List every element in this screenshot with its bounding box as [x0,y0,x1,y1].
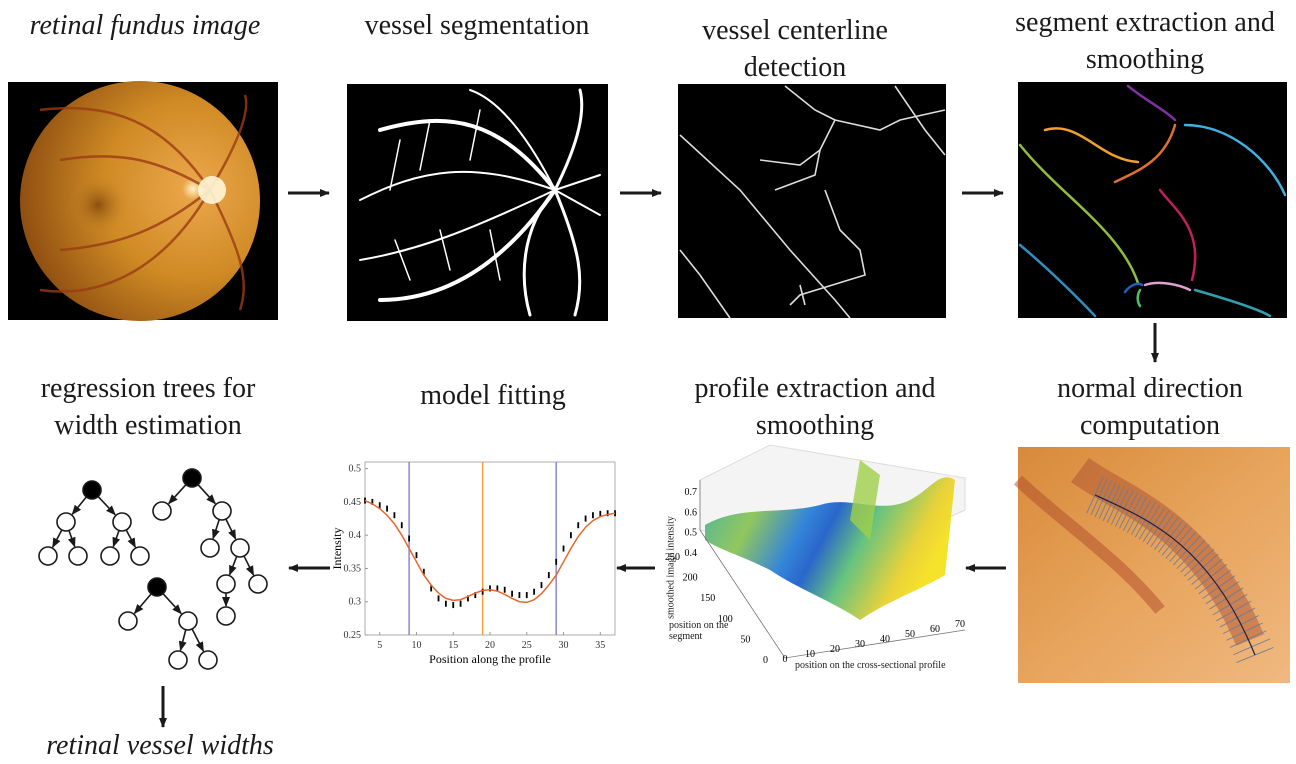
x-tick-label: 15 [448,640,458,651]
tree-edge [69,530,75,546]
fit-plot: 0.25 0.3 0.35 0.4 0.45 0.5 5 10 15 20 25 30 35 Positi… [330,462,615,666]
tree-node [217,607,235,625]
page: { "stages": [ {"label": "retinal fundus … [0,0,1296,758]
x-tick-label: 50 [905,629,915,640]
tree-edge [126,530,135,547]
tree-edge [134,594,151,614]
centerline-image [678,84,946,318]
segmentation-image [347,84,608,321]
arrows [163,193,1155,727]
x-axis-label: Position along the profile [429,652,551,666]
regression-trees [39,469,267,669]
tree-edge [226,519,236,539]
y-tick-label: 0.5 [349,464,362,475]
tree-edge [230,556,237,574]
stage-label: retinal fundus image [0,7,290,44]
x-tick-label: 20 [485,640,495,651]
y-tick-label: 0 [763,655,768,666]
x-tick-label: 60 [930,624,940,635]
tree-edge [244,556,254,575]
stage-label: profile extraction and smoothing [690,370,940,444]
tree-node [213,502,231,520]
tree-node [249,575,267,593]
stage-label: vessel segmentation [337,7,617,44]
tree-node [57,513,75,531]
tree-edge [213,520,219,539]
stage-label: regression trees for width estimation [13,370,283,444]
tree-node [217,575,235,593]
tree-node [131,547,149,565]
tree-node [113,513,131,531]
y-tick-label: 0.4 [349,530,362,541]
stage-label: model fitting [363,377,623,414]
tree-node [169,651,187,669]
tree-edge [169,485,186,504]
y-tick-label: 0.3 [349,597,362,608]
z-tick-label: 0.7 [685,487,698,498]
fundus-image [8,81,278,321]
y-axis-label: position on the segment [669,620,729,642]
tree-node [101,547,119,565]
stage-label: normal direction computation [1020,370,1280,444]
tree-edge [98,497,115,515]
x-tick-label: 25 [522,640,532,651]
x-tick-label: 0 [783,654,788,665]
z-tick-label: 0.5 [685,528,698,539]
x-axis-label: position on the cross-sectional profile [795,660,975,671]
output-label: retinal vessel widths [20,727,300,764]
x-tick-label: 20 [830,644,840,655]
tree-node [199,651,217,669]
tree-node [148,578,166,596]
y-tick-label: 0.35 [344,563,362,574]
tree-edge [72,497,86,514]
tree-node [153,502,171,520]
tree-node [119,612,137,630]
z-axis-label: smoothed image intensity [666,503,677,633]
segments-image [1018,82,1287,318]
y-tick-label: 0.25 [344,630,362,641]
stage-label: segment extraction and smoothing [1010,4,1280,78]
tree-edge [163,594,181,614]
tree-node [83,481,101,499]
tree-edge [113,530,119,546]
x-tick-label: 30 [855,639,865,650]
y-tick-label: 0.45 [344,497,362,508]
normal-direction-image [1018,447,1290,683]
y-axis-label: Intensity [330,528,344,570]
plot-frame [365,462,615,635]
tree-edge [192,629,203,651]
tree-edge [180,630,185,651]
x-tick-label: 10 [805,649,815,660]
y-tick-label: 150 [700,593,715,604]
tree-node [39,547,57,565]
y-tick-label: 50 [740,634,750,645]
tree-edge [53,530,62,547]
stage-label: vessel centerline detection [680,12,910,86]
tree-node [69,547,87,565]
z-tick-label: 0.4 [685,548,698,559]
x-tick-label: 40 [880,634,890,645]
x-tick-label: 70 [955,619,965,630]
tree-node [231,539,249,557]
tree-node [201,539,219,557]
tree-edge [198,485,215,504]
tree-node [179,612,197,630]
z-tick-label: 0.6 [685,507,698,518]
x-tick-label: 30 [559,640,569,651]
x-tick-label: 10 [411,640,421,651]
x-tick-label: 35 [595,640,605,651]
tree-node [183,469,201,487]
x-tick-label: 5 [377,640,382,651]
y-tick-label: 200 [683,573,698,584]
